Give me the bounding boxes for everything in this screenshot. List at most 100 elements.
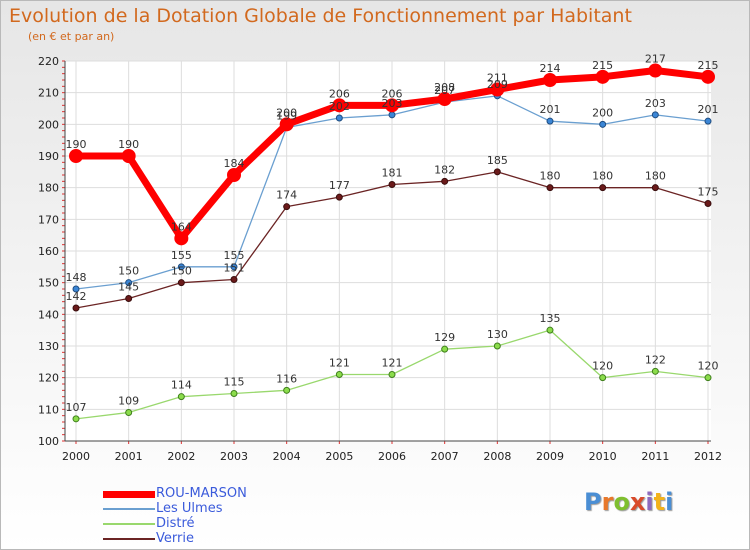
data-label: 115 [224, 376, 245, 389]
data-label: 208 [434, 81, 455, 94]
data-label: 150 [118, 265, 139, 278]
y-tick-label: 150 [38, 277, 59, 290]
y-tick-label: 200 [38, 118, 59, 131]
data-label: 155 [224, 249, 245, 262]
data-label: 180 [592, 170, 613, 183]
data-point [441, 177, 449, 185]
data-label: 155 [171, 249, 192, 262]
data-label: 207 [434, 84, 455, 97]
data-label: 120 [698, 360, 719, 373]
data-label: 151 [224, 262, 245, 275]
data-label: 180 [540, 170, 561, 183]
y-tick-label: 100 [38, 435, 59, 448]
data-label: 190 [118, 138, 139, 151]
data-point [335, 193, 343, 201]
x-tick-label: 2007 [431, 450, 459, 463]
data-point [177, 279, 185, 287]
data-label: 164 [171, 220, 192, 233]
data-label: 135 [540, 312, 561, 325]
data-point [651, 367, 659, 375]
legend-swatch [103, 508, 155, 510]
data-point [121, 149, 136, 163]
data-label: 122 [645, 353, 666, 366]
data-label: 107 [66, 401, 87, 414]
x-tick-label: 2012 [694, 450, 722, 463]
data-point [599, 120, 607, 128]
legend-swatch [103, 538, 155, 540]
data-label: 142 [66, 290, 87, 303]
data-point [230, 263, 238, 271]
data-label: 215 [698, 59, 719, 72]
data-point [437, 92, 452, 106]
x-tick-label: 2009 [536, 450, 564, 463]
data-label: 209 [487, 78, 508, 91]
data-point [335, 114, 343, 122]
proxiti-logo: Proxiti [584, 488, 673, 516]
y-tick-label: 160 [38, 245, 59, 258]
x-tick-label: 2001 [115, 450, 143, 463]
data-label: 184 [224, 157, 245, 170]
data-label: 181 [382, 167, 403, 180]
data-point [493, 168, 501, 176]
chart-title: Evolution de la Dotation Globale de Fonc… [9, 5, 632, 27]
data-label: 203 [382, 97, 403, 110]
y-tick-label: 180 [38, 182, 59, 195]
data-label: 121 [382, 357, 403, 370]
data-point [283, 203, 291, 211]
data-point [651, 184, 659, 192]
data-point [72, 285, 80, 293]
logo-letter: o [613, 488, 630, 516]
data-label: 177 [329, 179, 350, 192]
data-point [230, 390, 238, 397]
legend-label: Verrie [156, 531, 194, 546]
data-point [177, 393, 185, 401]
data-label: 150 [171, 265, 192, 278]
x-tick-label: 2006 [378, 450, 406, 463]
data-label: 175 [698, 186, 719, 199]
data-label: 217 [645, 53, 666, 66]
x-tick-label: 2000 [62, 450, 90, 463]
data-point [546, 326, 554, 334]
data-point [385, 98, 399, 113]
data-point [283, 386, 291, 394]
data-label: 129 [434, 331, 455, 344]
data-label: 200 [592, 106, 613, 119]
data-point [72, 304, 80, 312]
y-tick-label: 210 [38, 87, 59, 100]
data-label: 182 [434, 163, 455, 176]
data-point [704, 200, 712, 207]
x-tick-label: 2002 [167, 450, 195, 463]
y-tick-label: 110 [38, 403, 59, 416]
data-label: 130 [487, 328, 508, 341]
data-label: 206 [329, 87, 350, 100]
data-point [651, 111, 659, 119]
data-point [595, 69, 610, 84]
data-point [493, 342, 501, 350]
data-point [69, 149, 83, 163]
y-tick-label: 190 [38, 150, 59, 163]
data-point [704, 117, 712, 125]
data-label: 180 [645, 170, 666, 183]
chart-subtitle: (en € et par an) [28, 30, 115, 43]
data-label: 203 [645, 97, 666, 110]
data-point [546, 117, 554, 125]
data-point [279, 117, 294, 132]
data-label: 202 [329, 100, 350, 113]
logo-letter: x [629, 488, 646, 516]
x-tick-label: 2005 [325, 450, 353, 463]
data-point [704, 374, 712, 382]
data-point [648, 63, 663, 78]
logo-letter: t [653, 488, 666, 516]
data-point [388, 111, 396, 119]
data-point [599, 374, 607, 382]
data-label: 214 [540, 62, 561, 75]
y-tick-label: 130 [38, 340, 59, 353]
data-point [701, 69, 715, 84]
data-label: 211 [487, 72, 508, 85]
data-label: 148 [66, 271, 87, 284]
data-label: 109 [118, 395, 139, 408]
data-point [174, 231, 189, 246]
data-point [543, 73, 557, 87]
data-label: 201 [540, 103, 561, 116]
data-point [125, 409, 133, 416]
